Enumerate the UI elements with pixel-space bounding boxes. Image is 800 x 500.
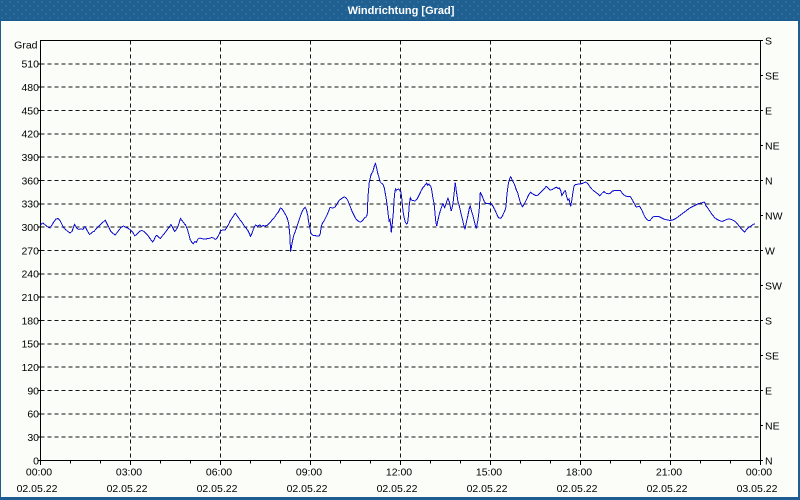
svg-text:E: E [765, 105, 772, 117]
svg-text:09:00: 09:00 [296, 467, 322, 479]
svg-text:420: 420 [21, 129, 39, 141]
svg-text:18:00: 18:00 [566, 467, 592, 479]
svg-text:02.05.22: 02.05.22 [17, 483, 58, 495]
svg-text:00:00: 00:00 [26, 467, 52, 479]
svg-text:S: S [765, 315, 772, 327]
svg-text:N: N [765, 175, 773, 187]
svg-text:0: 0 [33, 455, 39, 467]
svg-text:N: N [765, 455, 773, 467]
svg-text:Windrichtung [Grad]: Windrichtung [Grad] [348, 5, 455, 17]
svg-text:02.05.22: 02.05.22 [647, 483, 688, 495]
svg-text:150: 150 [21, 339, 39, 351]
svg-text:510: 510 [21, 59, 39, 71]
svg-text:02.05.22: 02.05.22 [197, 483, 238, 495]
svg-text:120: 120 [21, 362, 39, 374]
svg-text:02.05.22: 02.05.22 [467, 483, 508, 495]
svg-text:210: 210 [21, 292, 39, 304]
svg-text:SW: SW [765, 280, 782, 292]
svg-text:180: 180 [21, 315, 39, 327]
svg-text:Grad: Grad [14, 40, 38, 52]
svg-text:450: 450 [21, 105, 39, 117]
svg-text:02.05.22: 02.05.22 [377, 483, 418, 495]
svg-text:330: 330 [21, 199, 39, 211]
svg-text:NW: NW [765, 210, 783, 222]
svg-text:480: 480 [21, 82, 39, 94]
svg-text:360: 360 [21, 175, 39, 187]
svg-text:SE: SE [765, 70, 779, 82]
svg-text:15:00: 15:00 [476, 467, 502, 479]
svg-text:S: S [765, 35, 772, 47]
svg-text:02.05.22: 02.05.22 [287, 483, 328, 495]
svg-text:SE: SE [765, 350, 779, 362]
svg-text:12:00: 12:00 [386, 467, 412, 479]
svg-text:90: 90 [27, 385, 39, 397]
svg-text:06:00: 06:00 [206, 467, 232, 479]
svg-text:30: 30 [27, 432, 39, 444]
svg-text:300: 300 [21, 222, 39, 234]
svg-text:W: W [765, 245, 775, 257]
svg-text:60: 60 [27, 409, 39, 421]
svg-text:02.05.22: 02.05.22 [107, 483, 148, 495]
svg-text:E: E [765, 385, 772, 397]
svg-text:21:00: 21:00 [656, 467, 682, 479]
svg-text:03.05.22: 03.05.22 [737, 483, 778, 495]
svg-text:270: 270 [21, 245, 39, 257]
svg-text:390: 390 [21, 152, 39, 164]
svg-text:NE: NE [765, 420, 780, 432]
svg-text:00:00: 00:00 [746, 467, 772, 479]
svg-text:03:00: 03:00 [116, 467, 142, 479]
svg-text:240: 240 [21, 269, 39, 281]
svg-text:02.05.22: 02.05.22 [557, 483, 598, 495]
svg-text:NE: NE [765, 140, 780, 152]
